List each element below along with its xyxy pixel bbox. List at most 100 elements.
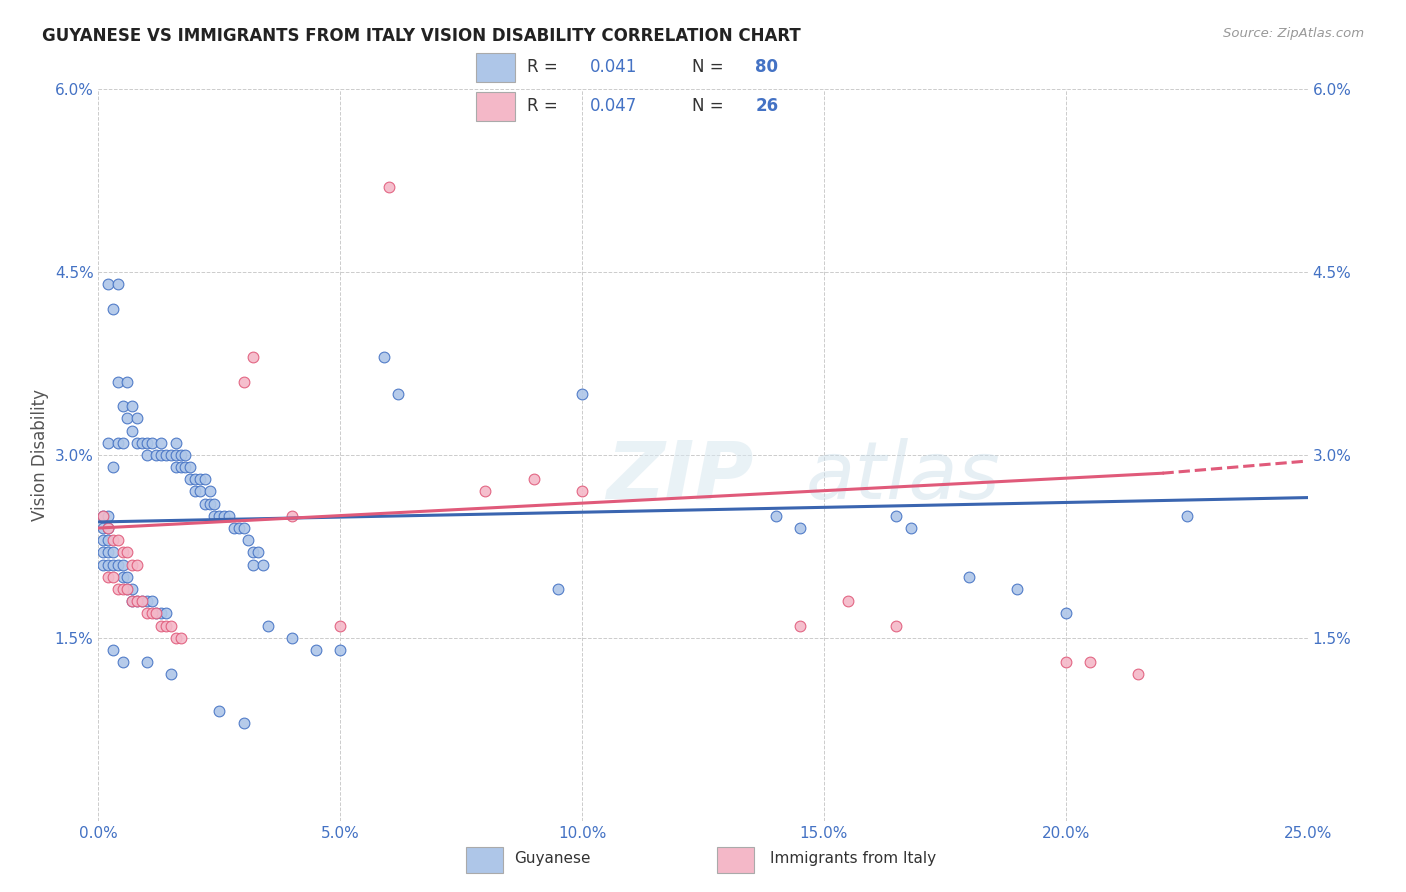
- Point: [101, 460, 124, 475]
- Point: [174, 460, 197, 475]
- Text: R =: R =: [527, 59, 558, 77]
- Point: [101, 643, 124, 657]
- Point: [107, 375, 129, 389]
- Point: [198, 497, 221, 511]
- Point: [117, 545, 139, 559]
- Point: [1128, 667, 1150, 681]
- Point: [97, 521, 120, 535]
- Point: [387, 387, 409, 401]
- Point: [188, 484, 211, 499]
- Point: [97, 521, 120, 535]
- Point: [127, 435, 149, 450]
- Point: [121, 424, 143, 438]
- Point: [107, 277, 129, 292]
- Point: [135, 655, 157, 669]
- Point: [247, 545, 270, 559]
- Point: [232, 375, 254, 389]
- Point: [169, 460, 191, 475]
- Point: [117, 582, 139, 596]
- Point: [111, 545, 134, 559]
- Point: [208, 508, 231, 523]
- Point: [208, 704, 231, 718]
- Point: [218, 508, 240, 523]
- FancyBboxPatch shape: [465, 847, 503, 872]
- Point: [373, 351, 395, 365]
- Text: R =: R =: [527, 97, 558, 115]
- Point: [160, 667, 183, 681]
- Point: [117, 582, 139, 596]
- Point: [107, 558, 129, 572]
- Point: [547, 582, 569, 596]
- Point: [179, 472, 201, 486]
- Point: [91, 533, 114, 548]
- Point: [155, 607, 177, 621]
- Text: 80: 80: [755, 59, 779, 77]
- Point: [228, 521, 250, 535]
- Point: [101, 570, 124, 584]
- Point: [242, 351, 264, 365]
- Point: [204, 508, 226, 523]
- FancyBboxPatch shape: [717, 847, 755, 872]
- Text: GUYANESE VS IMMIGRANTS FROM ITALY VISION DISABILITY CORRELATION CHART: GUYANESE VS IMMIGRANTS FROM ITALY VISION…: [42, 27, 801, 45]
- Point: [150, 448, 173, 462]
- Text: 0.047: 0.047: [591, 97, 637, 115]
- Point: [91, 558, 114, 572]
- Point: [169, 448, 191, 462]
- Point: [107, 435, 129, 450]
- Point: [837, 594, 859, 608]
- Point: [97, 508, 120, 523]
- Point: [165, 448, 187, 462]
- Point: [474, 484, 496, 499]
- Point: [1175, 508, 1198, 523]
- Point: [107, 533, 129, 548]
- Point: [111, 435, 134, 450]
- Point: [1078, 655, 1101, 669]
- Point: [97, 435, 120, 450]
- Point: [127, 594, 149, 608]
- Point: [212, 508, 235, 523]
- Point: [135, 594, 157, 608]
- Point: [900, 521, 922, 535]
- Point: [91, 545, 114, 559]
- Point: [127, 411, 149, 425]
- Point: [131, 594, 153, 608]
- Point: [101, 558, 124, 572]
- Point: [165, 460, 187, 475]
- Point: [281, 631, 304, 645]
- Point: [91, 508, 114, 523]
- Point: [101, 301, 124, 316]
- Point: [198, 484, 221, 499]
- Point: [377, 179, 399, 194]
- Text: 0.041: 0.041: [591, 59, 637, 77]
- Point: [111, 399, 134, 413]
- Point: [145, 607, 167, 621]
- Point: [91, 521, 114, 535]
- Point: [97, 558, 120, 572]
- Point: [957, 570, 980, 584]
- Point: [131, 435, 153, 450]
- Point: [145, 448, 167, 462]
- Point: [97, 545, 120, 559]
- Point: [188, 472, 211, 486]
- Point: [184, 472, 207, 486]
- Point: [184, 484, 207, 499]
- Point: [97, 570, 120, 584]
- Point: [256, 618, 278, 632]
- FancyBboxPatch shape: [475, 54, 515, 82]
- Point: [145, 607, 167, 621]
- Point: [150, 618, 173, 632]
- Point: [160, 448, 183, 462]
- Point: [174, 448, 197, 462]
- Point: [523, 472, 546, 486]
- Point: [160, 618, 183, 632]
- Point: [131, 594, 153, 608]
- Point: [194, 472, 217, 486]
- Point: [329, 643, 352, 657]
- Point: [305, 643, 328, 657]
- Y-axis label: Vision Disability: Vision Disability: [31, 389, 49, 521]
- Point: [150, 607, 173, 621]
- Point: [101, 545, 124, 559]
- Point: [101, 533, 124, 548]
- Point: [111, 570, 134, 584]
- Point: [121, 594, 143, 608]
